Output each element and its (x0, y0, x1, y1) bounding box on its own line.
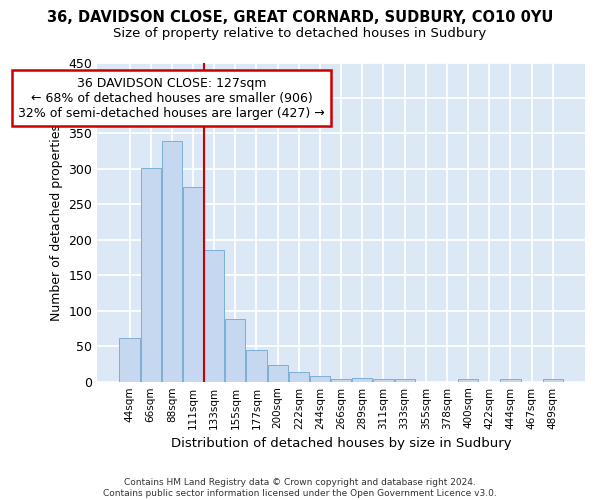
Text: 36, DAVIDSON CLOSE, GREAT CORNARD, SUDBURY, CO10 0YU: 36, DAVIDSON CLOSE, GREAT CORNARD, SUDBU… (47, 10, 553, 25)
Y-axis label: Number of detached properties: Number of detached properties (50, 124, 63, 320)
Bar (162, 140, 182, 382)
Bar (204, 250, 224, 382)
Text: Size of property relative to detached houses in Sudbury: Size of property relative to detached ho… (113, 28, 487, 40)
Bar (225, 318, 245, 382)
Bar (183, 188, 203, 382)
Bar (373, 379, 394, 382)
Bar (500, 379, 521, 382)
Bar (268, 366, 288, 382)
Bar (458, 379, 478, 382)
Bar (352, 378, 373, 382)
Text: 36 DAVIDSON CLOSE: 127sqm
← 68% of detached houses are smaller (906)
32% of semi: 36 DAVIDSON CLOSE: 127sqm ← 68% of detac… (19, 76, 325, 120)
Bar (310, 376, 330, 382)
Bar (395, 379, 415, 382)
Bar (331, 379, 351, 382)
Bar (543, 379, 563, 382)
Bar (289, 372, 309, 382)
Bar (119, 338, 140, 382)
Bar (247, 350, 266, 382)
Text: Contains HM Land Registry data © Crown copyright and database right 2024.
Contai: Contains HM Land Registry data © Crown c… (103, 478, 497, 498)
X-axis label: Distribution of detached houses by size in Sudbury: Distribution of detached houses by size … (171, 437, 511, 450)
Bar (140, 168, 161, 382)
